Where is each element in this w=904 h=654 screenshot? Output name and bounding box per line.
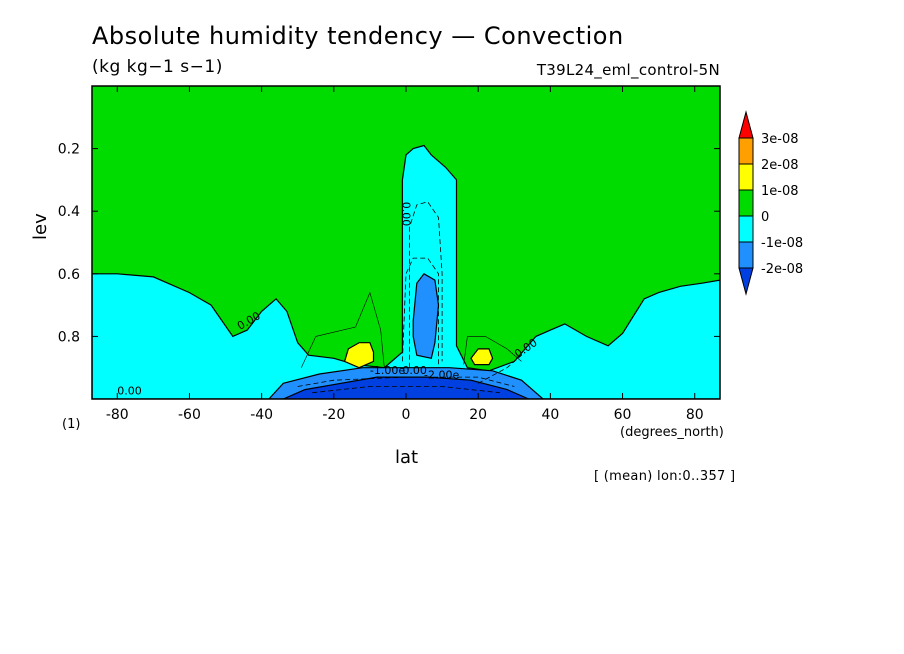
colorbar-label: 3e-08 <box>761 132 799 147</box>
negative-contour-line <box>402 257 439 368</box>
y-axis-label: lev <box>30 213 51 240</box>
x-tick-label: -20 <box>322 407 345 423</box>
colorbar-box <box>738 163 754 191</box>
negative-contour-line <box>478 354 522 384</box>
colorbar-bottom-arrow <box>738 267 754 296</box>
x-tick-label: -80 <box>106 407 129 423</box>
colorbar-box <box>738 215 754 243</box>
chart-title: Absolute humidity tendency — Convection <box>92 22 624 50</box>
region-1 <box>92 144 720 399</box>
positive-contour-line <box>301 291 385 368</box>
negative-contour-line <box>409 201 443 368</box>
negative-contour-line <box>297 376 515 387</box>
x-tick-label: -60 <box>178 407 201 423</box>
colorbar-box <box>738 189 754 217</box>
region-6 <box>470 348 494 366</box>
contour-label: 0.00 <box>402 364 427 377</box>
x-tick-label: -40 <box>250 407 273 423</box>
experiment-label: T39L24_eml_control-5N <box>536 61 720 79</box>
x-tick-label: 20 <box>469 407 487 423</box>
colorbar: 3e-08 2e-08 1e-08 0 -1e-08 -2e-08 <box>738 110 803 296</box>
axes: -80 -60 -40 -20 0 20 40 60 80 0.2 0.4 0.6 0.8 <box>58 86 720 423</box>
contour-label: -1.00e <box>370 364 405 377</box>
contour-label: 0.00 <box>399 202 412 227</box>
colorbar-label: 2e-08 <box>761 158 799 173</box>
y-tick-label: 0.4 <box>58 204 80 220</box>
colorbar-label: -2e-08 <box>761 262 803 277</box>
colorbar-box <box>738 241 754 269</box>
x-axis-label: lat <box>395 447 419 468</box>
x-tick-label: 0 <box>402 407 411 423</box>
positive-contour-line <box>463 336 522 365</box>
y-tick-label: 0.2 <box>58 142 80 158</box>
contour-label: -2.00e <box>424 369 459 382</box>
colorbar-label: -1e-08 <box>761 236 803 251</box>
x-tick-label: 80 <box>686 407 704 423</box>
contour-fills <box>92 86 720 399</box>
x-tick-label: 40 <box>541 407 559 423</box>
x-units-label: (degrees_north) <box>620 425 724 440</box>
region-2 <box>412 273 440 360</box>
colorbar-box <box>738 137 754 165</box>
x-tick-label: 60 <box>614 407 632 423</box>
panel-label: (1) <box>62 417 81 432</box>
chart-units: (kg kg−1 s−1) <box>92 57 223 77</box>
y-tick-label: 0.8 <box>58 329 80 345</box>
region-5 <box>343 342 375 369</box>
footer-label: [ (mean) lon:0..357 ] <box>594 469 736 484</box>
y-tick-label: 0.6 <box>58 267 80 283</box>
colorbar-top-arrow <box>738 110 754 139</box>
contour-lines <box>297 201 522 394</box>
colorbar-label: 0 <box>761 210 769 225</box>
colorbar-label: 1e-08 <box>761 184 799 199</box>
contour-label: 0.00 <box>117 384 142 397</box>
